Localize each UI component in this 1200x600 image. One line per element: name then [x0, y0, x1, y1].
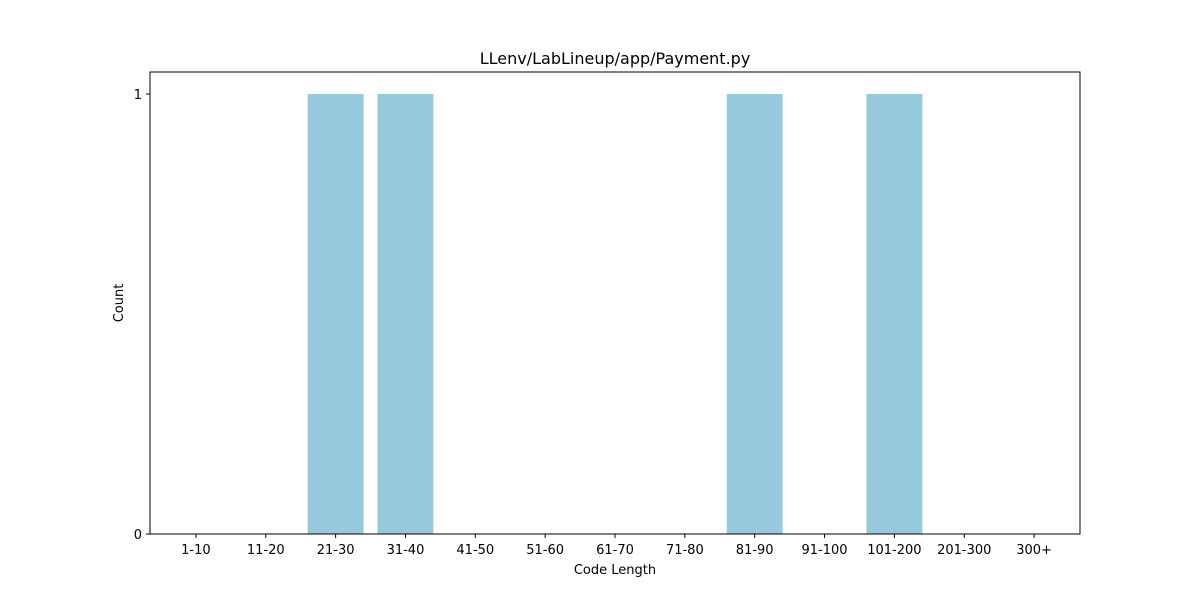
x-tick-label: 71-80 [666, 543, 704, 558]
y-axis-ticks: 01 [134, 88, 150, 543]
bar-101-200 [866, 94, 923, 534]
x-tick-label: 81-90 [736, 543, 774, 558]
x-tick-label: 11-20 [247, 543, 285, 558]
x-tick-label: 51-60 [526, 543, 564, 558]
bar-31-40 [377, 94, 434, 534]
x-tick-label: 300+ [1016, 543, 1052, 558]
chart-title: LLenv/LabLineup/app/Payment.py [480, 49, 751, 68]
x-axis-label: Code Length [574, 563, 656, 578]
y-tick-label: 1 [134, 88, 142, 103]
x-tick-label: 21-30 [317, 543, 355, 558]
x-tick-label: 41-50 [456, 543, 494, 558]
plot-frame [149, 71, 1081, 535]
bar-21-30 [307, 94, 364, 534]
x-tick-label: 101-200 [867, 543, 921, 558]
bar-81-90 [726, 94, 783, 534]
x-tick-label: 201-300 [937, 543, 991, 558]
x-tick-label: 1-10 [181, 543, 211, 558]
x-axis-ticks: 1-10 11-20 21-30 31-40 41-50 51-60 61-70 71-80 8… [181, 534, 1052, 558]
bars-group [307, 94, 923, 534]
y-axis-label: Count [112, 284, 127, 323]
x-tick-label: 91-100 [802, 543, 848, 558]
y-tick-label: 0 [134, 528, 142, 543]
x-tick-label: 31-40 [387, 543, 425, 558]
x-tick-label: 61-70 [596, 543, 634, 558]
